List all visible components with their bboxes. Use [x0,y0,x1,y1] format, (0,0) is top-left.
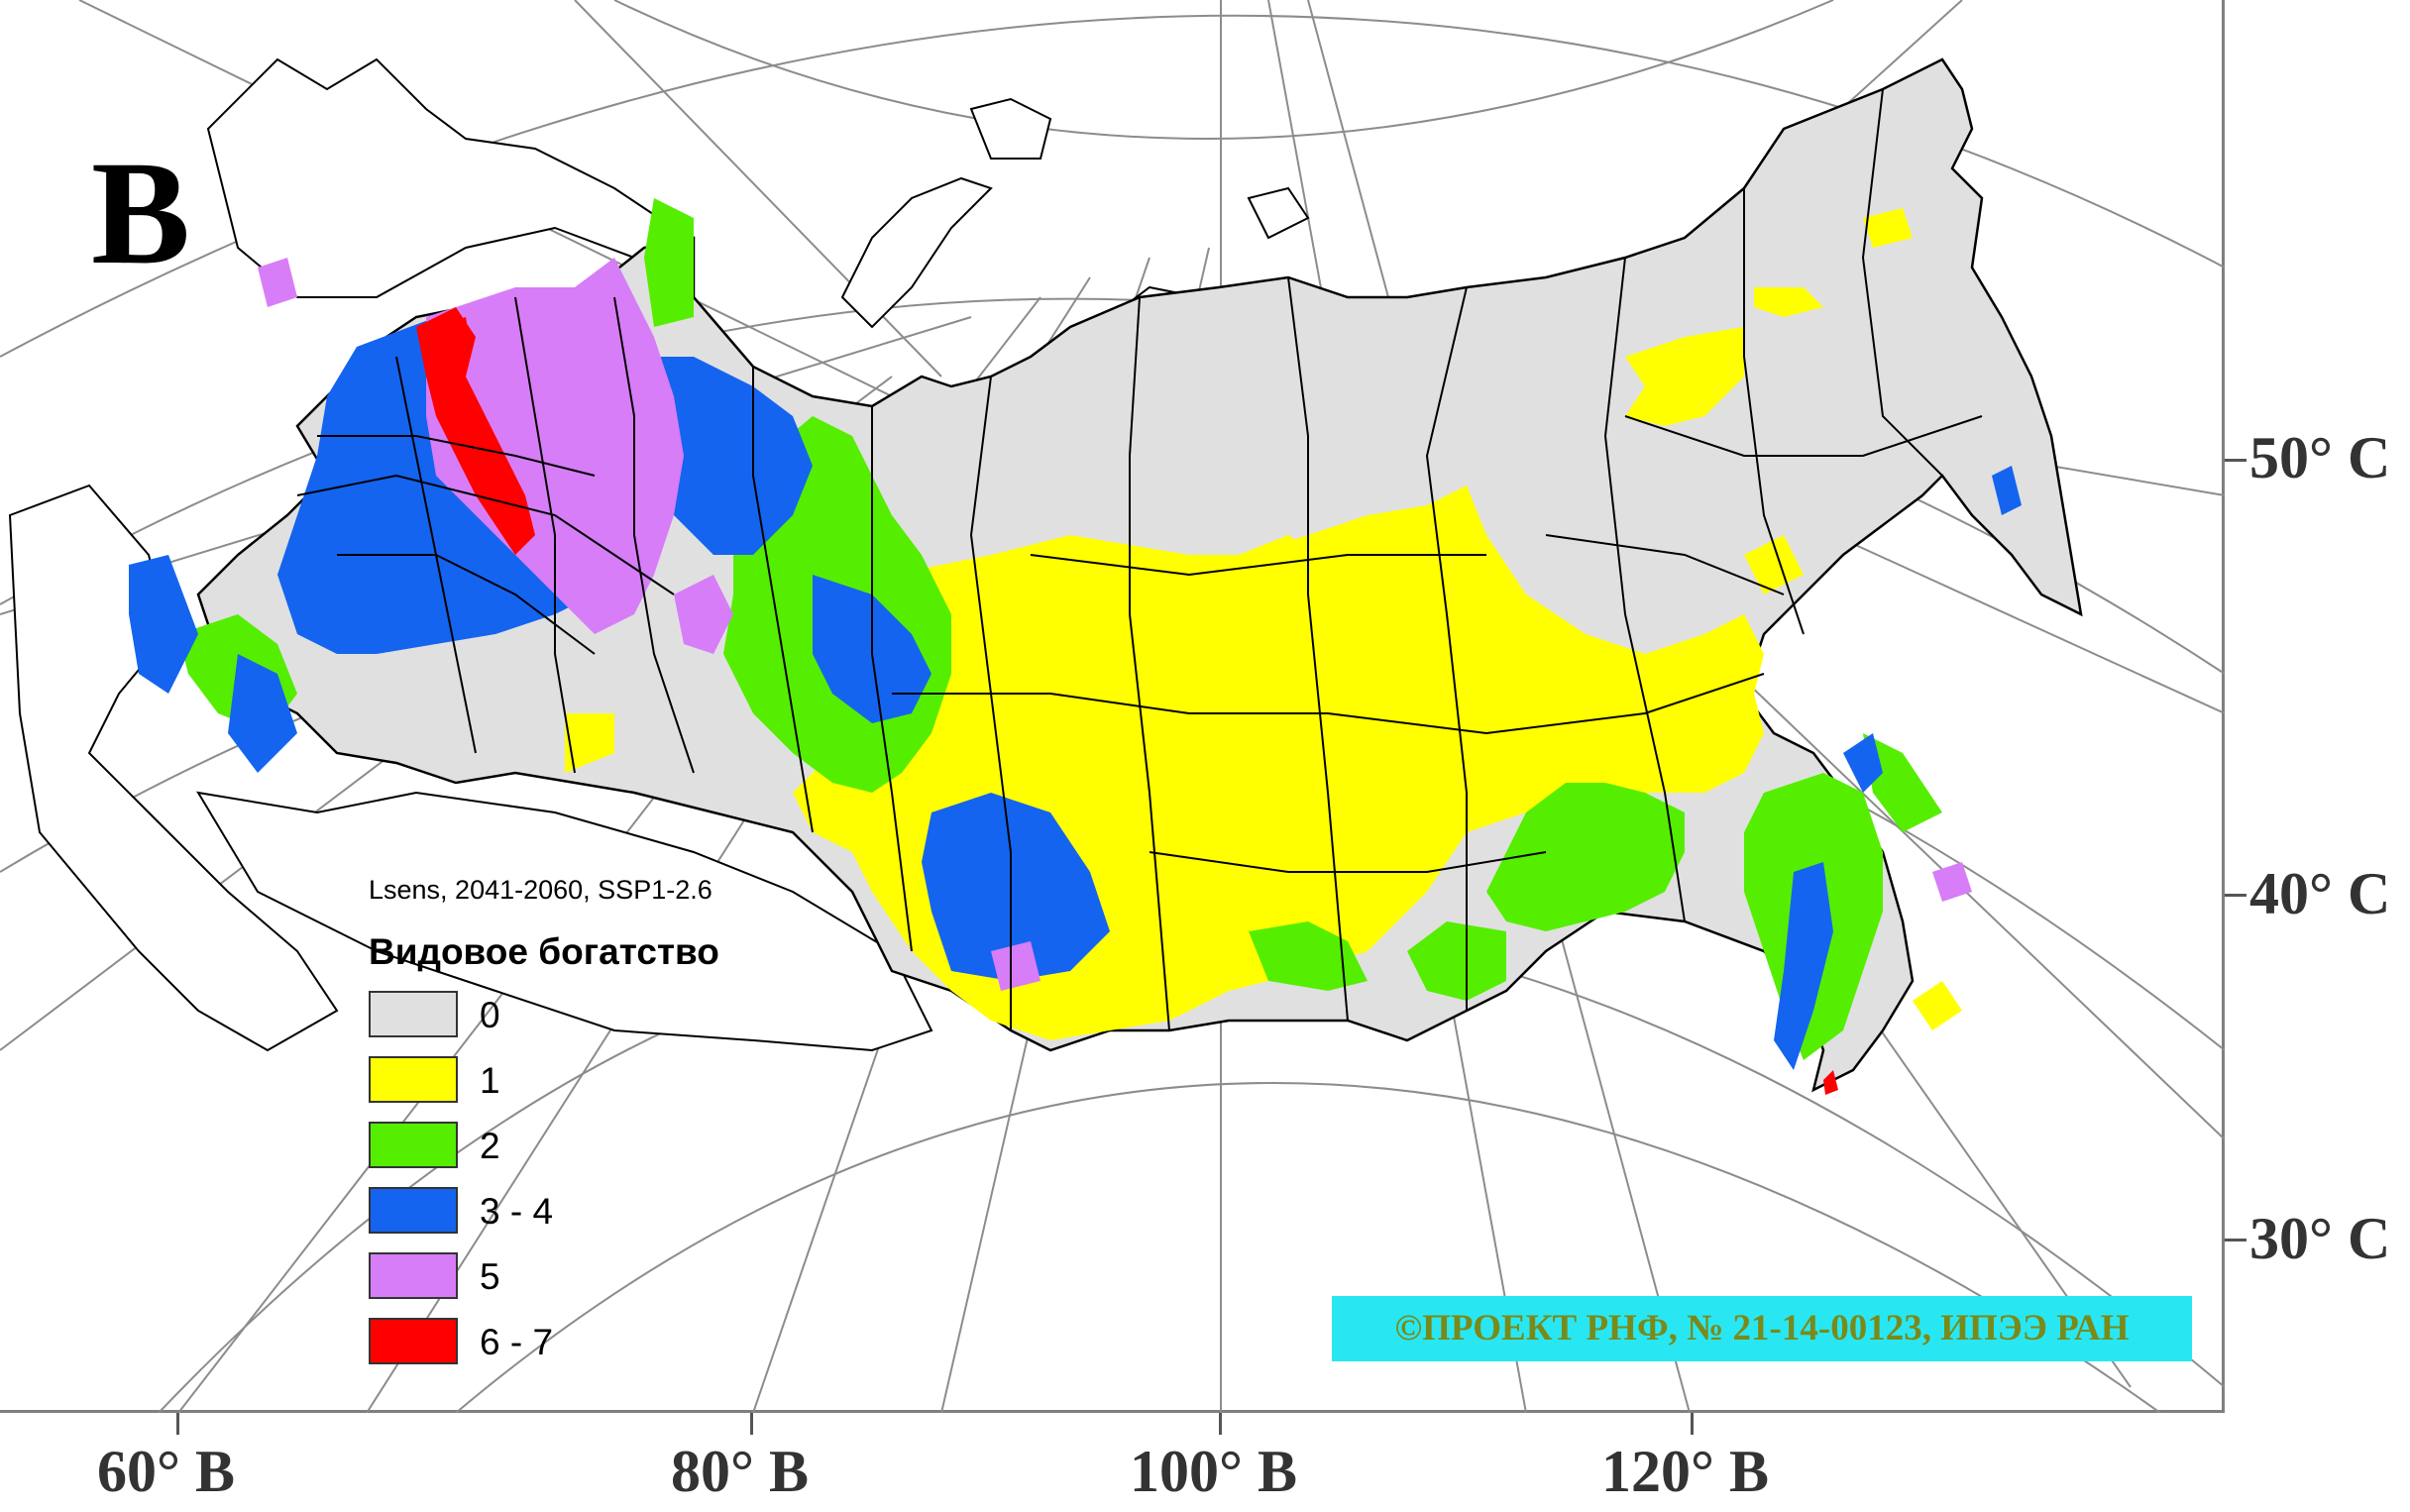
longitude-label-60: 60° В [97,1439,236,1504]
legend-label-1: 1 [480,1060,500,1101]
map-subtitle: Lsens, 2041-2060, SSP1-2.6 [369,875,712,905]
franz-josef-outline [1247,186,1310,240]
legend-swatch-1 [369,1056,458,1103]
region-boundaries [296,88,1983,1031]
map-canvas [0,0,2225,1413]
class-5-violet [258,258,1972,991]
scandinavia-outline [206,57,676,298]
legend-title: Видовое богатство [369,931,719,972]
tick-lat-50 [2225,459,2246,462]
tick-lon-60 [176,1413,179,1435]
tick-lat-40 [2225,894,2246,897]
novaya-zemlya-outline [840,176,993,329]
legend-label-0: 0 [480,995,500,1035]
legend-label-5: 6 - 7 [480,1322,554,1362]
parallel-80 [613,0,1834,140]
tick-lon-80 [750,1413,753,1435]
legend-label-4: 5 [480,1256,500,1297]
panel-letter: В [91,131,191,295]
class-6-7-red [416,307,1838,1095]
latitude-label-40: 40° С [2249,861,2391,926]
legend-label-3: 3 - 4 [480,1191,554,1232]
legend-swatch-4 [369,1252,458,1299]
legend-swatch-2 [369,1122,458,1168]
legend-swatch-0 [369,991,458,1037]
tick-lon-120 [1691,1413,1694,1435]
credit-label: ©ПРОЕКТ РНФ, № 21-14-00123, ИПЭЭ РАН [1332,1296,2192,1361]
tick-lat-30 [2225,1239,2246,1242]
tick-lon-100 [1219,1413,1222,1435]
longitude-label-120: 120° В [1601,1439,1770,1504]
longitude-label-80: 80° В [671,1439,810,1504]
svalbard-outline [969,97,1052,160]
legend-swatch-3 [369,1187,458,1234]
parallel-30 [455,1082,2161,1413]
latitude-label-50: 50° С [2249,425,2391,490]
central-asia-outline [196,791,933,1052]
latitude-label-30: 30° С [2249,1206,2391,1271]
map-frame [0,0,2225,1413]
legend-label-2: 2 [480,1126,500,1166]
longitude-label-100: 100° В [1130,1439,1298,1504]
legend-swatch-5 [369,1318,458,1364]
